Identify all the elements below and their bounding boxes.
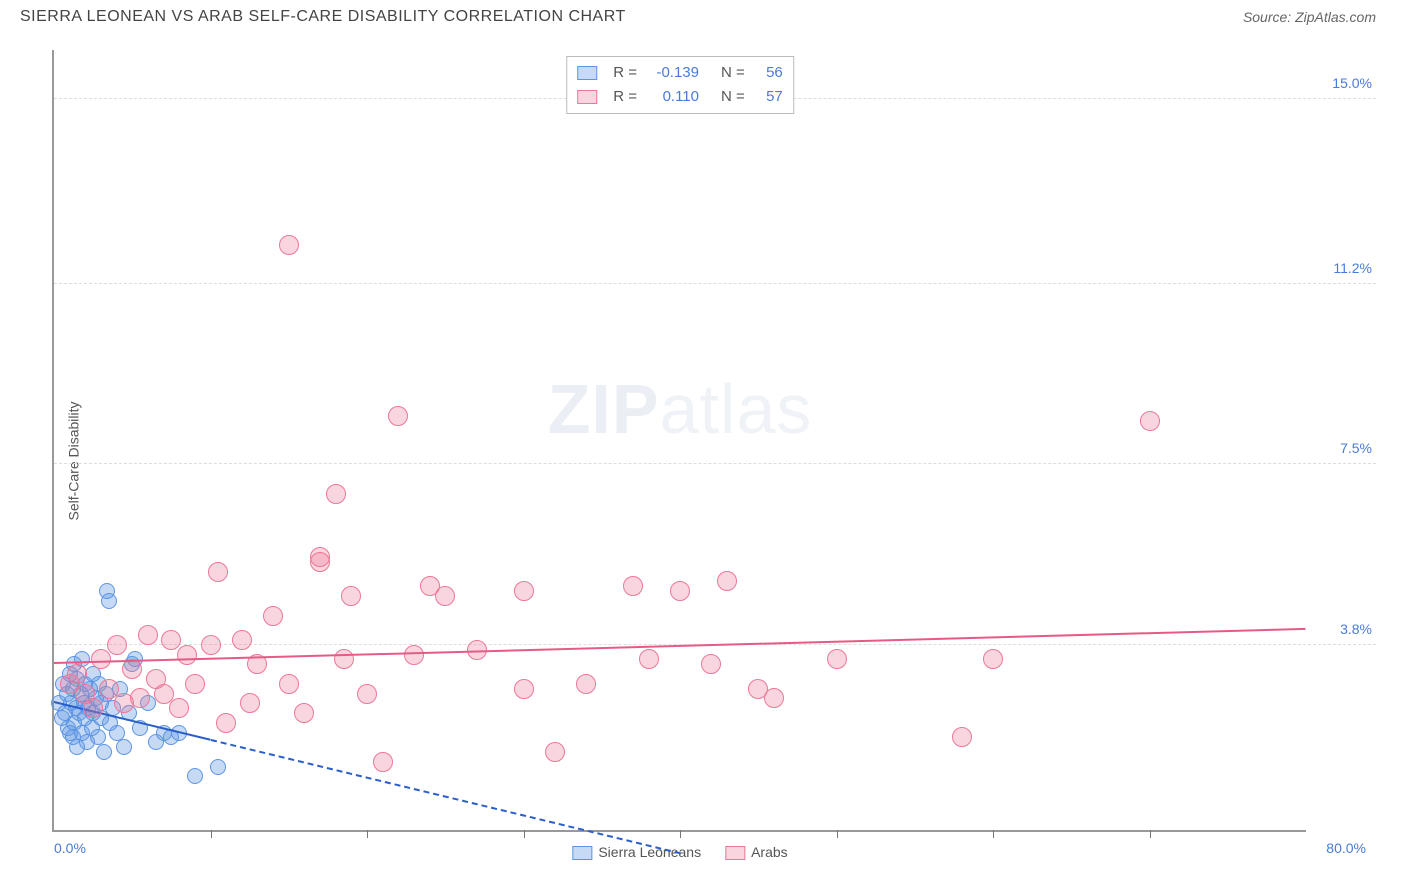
data-point	[983, 649, 1003, 669]
data-point	[107, 635, 127, 655]
data-point	[138, 625, 158, 645]
data-point	[99, 679, 119, 699]
data-point	[109, 725, 125, 741]
data-point	[232, 630, 252, 650]
data-point	[952, 727, 972, 747]
data-point	[177, 645, 197, 665]
gridline	[54, 283, 1376, 284]
gridline	[54, 463, 1376, 464]
legend-swatch	[725, 846, 745, 860]
chart-area: Self-Care Disability ZIPatlas R =-0.139N…	[20, 50, 1376, 872]
legend-item: Sierra Leoneans	[572, 844, 701, 860]
data-point	[185, 674, 205, 694]
data-point	[83, 698, 103, 718]
chart-title: SIERRA LEONEAN VS ARAB SELF-CARE DISABIL…	[20, 8, 626, 26]
data-point	[670, 581, 690, 601]
data-point	[388, 406, 408, 426]
correlation-legend: R =-0.139N =56R =0.110N =57	[566, 56, 794, 114]
plot-region: ZIPatlas R =-0.139N =56R =0.110N =57 0.0…	[52, 50, 1306, 832]
x-tick	[993, 830, 994, 838]
data-point	[130, 688, 150, 708]
x-tick	[367, 830, 368, 838]
legend-item: Arabs	[725, 844, 788, 860]
data-point	[201, 635, 221, 655]
data-point	[545, 742, 565, 762]
legend-row: R =0.110N =57	[577, 85, 783, 109]
x-tick	[1150, 830, 1151, 838]
data-point	[279, 235, 299, 255]
data-point	[90, 729, 106, 745]
legend-swatch	[577, 66, 597, 80]
data-point	[263, 606, 283, 626]
chart-source: Source: ZipAtlas.com	[1243, 9, 1376, 25]
data-point	[717, 571, 737, 591]
x-tick	[837, 830, 838, 838]
data-point	[576, 674, 596, 694]
y-tick-label: 3.8%	[1340, 621, 1372, 637]
data-point	[701, 654, 721, 674]
data-point	[827, 649, 847, 669]
data-point	[67, 664, 87, 684]
data-point	[294, 703, 314, 723]
data-point	[116, 739, 132, 755]
data-point	[341, 586, 361, 606]
data-point	[435, 586, 455, 606]
x-axis-max-label: 80.0%	[1326, 840, 1366, 856]
data-point	[279, 674, 299, 694]
data-point	[404, 645, 424, 665]
data-point	[326, 484, 346, 504]
x-axis-min-label: 0.0%	[54, 840, 86, 856]
y-tick-label: 15.0%	[1332, 75, 1372, 91]
data-point	[1140, 411, 1160, 431]
data-point	[91, 649, 111, 669]
data-point	[623, 576, 643, 596]
data-point	[187, 768, 203, 784]
legend-swatch	[577, 90, 597, 104]
x-tick	[680, 830, 681, 838]
data-point	[639, 649, 659, 669]
x-tick	[524, 830, 525, 838]
data-point	[169, 698, 189, 718]
y-tick-label: 11.2%	[1333, 260, 1372, 276]
data-point	[514, 581, 534, 601]
chart-header: SIERRA LEONEAN VS ARAB SELF-CARE DISABIL…	[0, 0, 1406, 34]
y-tick-label: 7.5%	[1340, 440, 1372, 456]
data-point	[310, 547, 330, 567]
data-point	[96, 744, 112, 760]
data-point	[357, 684, 377, 704]
data-point	[334, 649, 354, 669]
data-point	[101, 593, 117, 609]
legend-row: R =-0.139N =56	[577, 61, 783, 85]
data-point	[154, 684, 174, 704]
data-point	[373, 752, 393, 772]
data-point	[764, 688, 784, 708]
legend-swatch	[572, 846, 592, 860]
data-point	[240, 693, 260, 713]
data-point	[216, 713, 236, 733]
data-point	[161, 630, 181, 650]
x-tick	[211, 830, 212, 838]
data-point	[208, 562, 228, 582]
data-point	[122, 659, 142, 679]
trend-line	[210, 739, 680, 854]
watermark: ZIPatlas	[548, 369, 813, 449]
data-point	[210, 759, 226, 775]
data-point	[514, 679, 534, 699]
